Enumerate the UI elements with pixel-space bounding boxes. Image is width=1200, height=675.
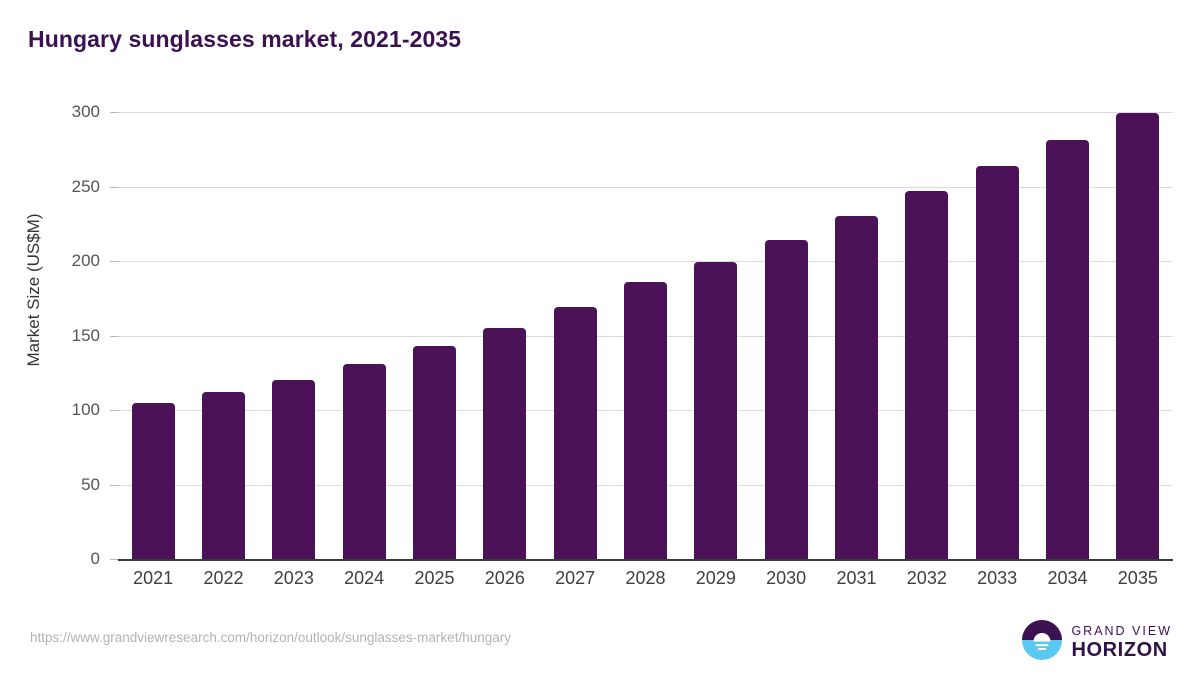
bar[interactable] [624, 281, 667, 559]
y-tick-label: 50 [81, 474, 100, 494]
logo-wordmark: GRAND VIEW HORIZON [1071, 625, 1172, 661]
bar[interactable] [764, 240, 808, 559]
x-tick-label: 2032 [906, 568, 947, 588]
bar[interactable] [272, 380, 316, 559]
y-tick-mark [110, 261, 119, 262]
bar[interactable] [483, 328, 527, 559]
y-tick-mark [110, 335, 119, 337]
y-tick-label: 200 [71, 251, 100, 270]
bar[interactable] [1046, 140, 1089, 559]
x-tick-label: 2023 [273, 568, 314, 588]
y-axis-tick-labels: 0 50 100 150 200 250 300 [40, 0, 100, 600]
y-tick-label: 100 [71, 400, 100, 419]
bar[interactable] [835, 216, 878, 559]
gridline [118, 186, 1173, 188]
y-tick-mark [110, 484, 119, 486]
x-tick-label: 2022 [203, 568, 244, 588]
x-tick-label: 2033 [977, 568, 1018, 588]
bar[interactable] [131, 402, 175, 559]
x-tick-label: 2024 [344, 568, 385, 588]
page-title: Hungary sunglasses market, 2021-2035 [28, 26, 462, 52]
bar[interactable] [1116, 113, 1160, 559]
y-tick-mark [110, 410, 119, 411]
bar[interactable] [202, 392, 245, 559]
x-tick-label: 2035 [1117, 568, 1158, 588]
source-url[interactable]: https://www.grandviewresearch.com/horizo… [30, 630, 511, 645]
gridline [118, 112, 1173, 113]
y-tick-label: 250 [71, 176, 100, 196]
bar[interactable] [342, 363, 386, 559]
chart-plot-area: Market Size (US$M) 0 50 100 150 200 250 300 20… [24, 0, 1173, 600]
x-axis-line [118, 559, 1173, 561]
y-tick-label: 150 [71, 325, 100, 345]
bar[interactable] [553, 307, 597, 559]
y-tick-label: 0 [90, 549, 100, 568]
bars-group [131, 113, 1160, 559]
y-tick-label: 300 [71, 102, 100, 121]
x-tick-label: 2021 [133, 568, 174, 588]
logo-line-1: GRAND VIEW [1071, 623, 1172, 638]
gridline [118, 261, 1173, 262]
horizon-sun-icon [1022, 620, 1063, 665]
x-tick-label: 2026 [484, 568, 525, 588]
x-tick-label: 2025 [414, 568, 455, 588]
x-tick-label: 2029 [695, 568, 736, 588]
x-tick-label: 2031 [836, 568, 877, 588]
x-tick-label: 2034 [1047, 568, 1088, 588]
bar[interactable] [694, 262, 738, 559]
bar[interactable] [413, 345, 456, 559]
brand-logo[interactable]: GRAND VIEW HORIZON [1022, 620, 1172, 665]
bar[interactable] [905, 190, 949, 559]
bar[interactable] [975, 165, 1019, 559]
y-tick-mark [110, 559, 119, 560]
logo-line-2: HORIZON [1071, 639, 1168, 662]
x-tick-label: 2028 [625, 568, 666, 588]
x-tick-label: 2027 [555, 568, 596, 588]
y-tick-mark [110, 112, 119, 113]
y-tick-mark [110, 186, 119, 188]
x-tick-label: 2030 [766, 568, 807, 588]
